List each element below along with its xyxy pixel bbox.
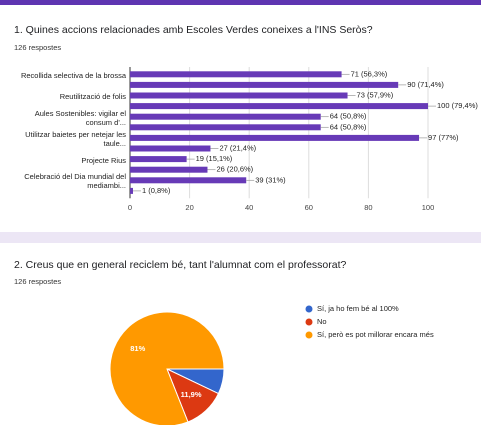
legend-label: Sí, ja ho fem bé al 100%: [317, 304, 399, 313]
bar: [130, 187, 133, 194]
subtitle: 126 respostes: [14, 277, 61, 286]
bar: [130, 156, 187, 163]
bar: [130, 103, 428, 110]
value-label: 64 (50,8%): [330, 112, 367, 121]
legend-label: Sí, però es pot millorar encara més: [317, 330, 434, 339]
value-label: 73 (57,9%): [357, 90, 394, 99]
value-label: 26 (20,6%): [216, 165, 253, 174]
bar: [130, 177, 247, 184]
y-tick-label: Recollida selectiva de la brossa: [20, 70, 126, 80]
value-label: 64 (50,8%): [330, 122, 367, 131]
bar: [130, 166, 208, 173]
bar: [130, 134, 420, 141]
value-label: 1 (0,8%): [142, 186, 171, 195]
legend-label: No: [317, 317, 327, 326]
bar: [130, 145, 211, 152]
value-label: 19 (15,1%): [196, 154, 233, 163]
card-accent: [0, 0, 481, 5]
y-tick-label: Utilitzar baietes per netejar les taule.…: [25, 129, 126, 148]
pie-slice: [109, 311, 225, 425]
x-tick-label: 20: [185, 203, 193, 212]
x-tick-label: 60: [305, 203, 313, 212]
value-label: 97 (77%): [428, 133, 459, 142]
value-label: 90 (71,4%): [407, 80, 444, 89]
legend-swatch: [305, 331, 313, 339]
legend-swatch: [305, 305, 313, 313]
value-label: 81%: [130, 344, 145, 353]
x-tick-label: 80: [364, 203, 372, 212]
value-label: 27 (21,4%): [219, 143, 256, 152]
y-tick-label: Reutilització de folis: [59, 92, 126, 101]
bar: [130, 71, 342, 78]
chart-title: 1. Quines accions relacionades amb Escol…: [14, 24, 373, 36]
chart-title: 2. Creus que en general reciclem bé, tan…: [14, 259, 347, 271]
value-label: 39 (31%): [255, 175, 286, 184]
x-tick-label: 100: [422, 203, 435, 212]
bar: [130, 92, 348, 99]
value-label: 11,9%: [181, 390, 202, 399]
y-tick-label: Aules Sostenibles: vigilar el consum d'.…: [34, 108, 126, 127]
value-label: 71 (56,3%): [351, 69, 388, 78]
legend-swatch: [305, 318, 313, 326]
x-tick-label: 0: [128, 203, 132, 212]
bar: [130, 113, 321, 120]
card: [0, 243, 481, 425]
subtitle: 126 respostes: [14, 43, 61, 52]
value-label: 100 (79,4%): [437, 101, 478, 110]
y-tick-label: Projecte Rius: [81, 155, 126, 165]
y-tick-label: Celebració del Dia mundial del mediambi.…: [24, 172, 126, 191]
x-tick-label: 40: [245, 203, 253, 212]
bar: [130, 124, 321, 131]
bar: [130, 81, 399, 88]
